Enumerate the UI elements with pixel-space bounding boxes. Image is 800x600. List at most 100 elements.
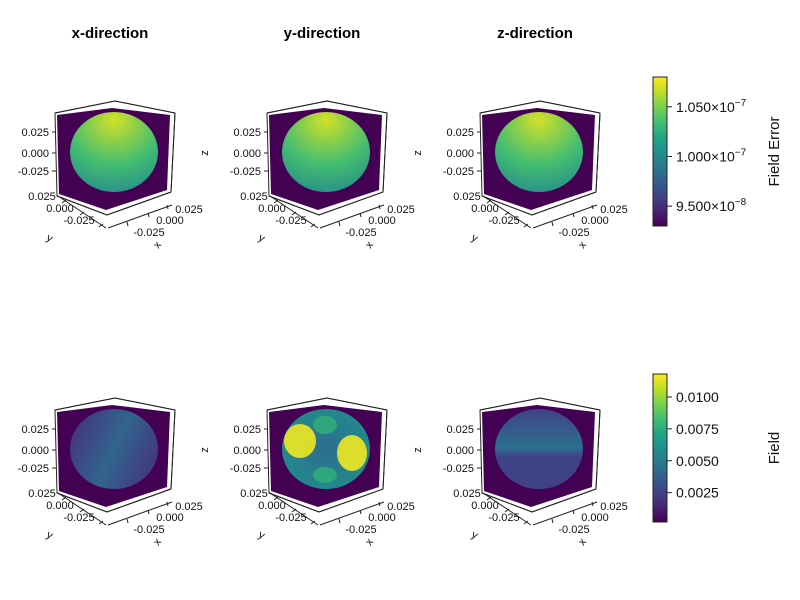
colorbar-tick-label: 9.500×10−8 xyxy=(676,197,747,214)
y-tick-label: 0.025 xyxy=(28,191,56,203)
y-axis-line xyxy=(269,195,319,229)
field-lobe-top xyxy=(313,416,337,434)
x-axis-line xyxy=(532,501,598,526)
x-tick-label: 0.000 xyxy=(156,215,184,227)
z-tick-label: 0.000 xyxy=(21,148,49,160)
y-axis-line xyxy=(482,492,532,526)
panel-grid: -0.0250.0000.025z-0.0250.0000.025y-0.025… xyxy=(18,100,628,548)
x-tick-mark xyxy=(572,509,575,515)
x-tick-label: 0.000 xyxy=(581,215,609,227)
x-tick-mark xyxy=(166,204,169,210)
y-tick-mark xyxy=(523,223,529,228)
y-tick-label: 0.000 xyxy=(258,500,286,512)
axis-box-top-edge xyxy=(479,397,601,411)
z-axis-label: z xyxy=(412,447,424,453)
x-tick-mark xyxy=(166,501,169,507)
field-lobe-right xyxy=(337,435,367,471)
y-tick-mark xyxy=(61,199,67,204)
y-axis-line xyxy=(269,492,319,526)
y-tick-mark xyxy=(310,520,316,525)
y-tick-label: 0.000 xyxy=(258,203,286,215)
colorbar-tick-label: 0.0025 xyxy=(676,485,719,501)
y-tick-label: 0.000 xyxy=(46,500,74,512)
y-axis-label: y xyxy=(256,232,267,245)
y-tick-mark xyxy=(79,211,85,216)
z-tick-label: 0.000 xyxy=(21,445,49,457)
z-tick-label: 0.025 xyxy=(21,424,49,436)
x-tick-label: 0.025 xyxy=(175,501,203,513)
y-axis-label: y xyxy=(44,529,55,542)
y-axis-label: y xyxy=(256,529,267,542)
colorbar-tick-label: 0.0050 xyxy=(676,453,719,469)
sphere-slice xyxy=(70,409,158,489)
colorbar-label: Field Error xyxy=(766,116,783,186)
x-axis-label: x xyxy=(363,536,376,548)
x-tick-label: 0.000 xyxy=(368,215,396,227)
axis-box-bottom-edge xyxy=(268,191,384,216)
z-tick-label: -0.025 xyxy=(443,463,474,475)
x-tick-mark xyxy=(126,221,129,227)
z-tick-label: -0.025 xyxy=(443,166,474,178)
x-axis-label: x xyxy=(363,239,376,251)
x-tick-label: 0.025 xyxy=(600,204,628,216)
sphere-slice xyxy=(495,409,583,489)
column-titles: x-direction y-direction z-direction xyxy=(72,25,573,42)
field-lobe-bottom xyxy=(313,467,337,483)
x-axis-label: x xyxy=(151,536,164,548)
z-tick-label: 0.025 xyxy=(233,127,261,139)
y-tick-label: -0.025 xyxy=(275,215,306,227)
y-tick-mark xyxy=(98,520,104,525)
y-tick-mark xyxy=(486,496,492,501)
axis-box-bottom-edge xyxy=(56,488,172,513)
y-tick-label: 0.000 xyxy=(471,500,499,512)
x-axis-line xyxy=(319,204,385,229)
panel-r0-x-direction: -0.0250.0000.025z-0.0250.0000.025y-0.025… xyxy=(18,100,203,251)
z-tick-label: 0.000 xyxy=(446,148,474,160)
sphere-slice xyxy=(495,112,583,192)
sphere-slice xyxy=(70,112,158,192)
axis-box-top-edge xyxy=(266,100,388,114)
z-axis-label: z xyxy=(199,150,211,156)
x-tick-label: -0.025 xyxy=(345,524,376,536)
x-tick-mark xyxy=(378,204,381,210)
z-tick-label: -0.025 xyxy=(230,463,261,475)
z-tick-label: -0.025 xyxy=(18,463,49,475)
x-tick-mark xyxy=(551,518,554,524)
y-tick-mark xyxy=(504,508,510,513)
y-tick-label: 0.025 xyxy=(28,488,56,500)
axis-box-top-edge xyxy=(54,397,176,411)
axis-box-bottom-edge xyxy=(481,191,597,216)
column-title-x: x-direction xyxy=(72,25,149,42)
x-axis-label: x xyxy=(576,536,589,548)
y-tick-label: 0.025 xyxy=(240,191,268,203)
x-tick-mark xyxy=(551,221,554,227)
y-tick-mark xyxy=(98,223,104,228)
y-tick-mark xyxy=(61,496,67,501)
z-tick-label: 0.025 xyxy=(446,424,474,436)
y-axis-label: y xyxy=(44,232,55,245)
y-axis-label: y xyxy=(469,232,480,245)
field-lobe-left xyxy=(284,424,316,458)
x-tick-label: -0.025 xyxy=(345,227,376,239)
sphere-slice xyxy=(282,112,370,192)
x-tick-mark xyxy=(359,509,362,515)
y-tick-mark xyxy=(273,199,279,204)
y-axis-line xyxy=(57,195,107,229)
x-tick-mark xyxy=(338,221,341,227)
axis-box-top-edge xyxy=(266,397,388,411)
colorbar-field-error: 9.500×10−8 1.000×10−7 1.050×10−7 Field Erro… xyxy=(652,76,783,227)
x-tick-label: 0.025 xyxy=(387,501,415,513)
colorbar-gradient xyxy=(652,373,668,523)
colorbar-tick-label: 1.050×10−7 xyxy=(676,98,747,115)
x-tick-label: 0.000 xyxy=(368,512,396,524)
colorbar-label: Field xyxy=(766,432,783,465)
x-axis-label: x xyxy=(151,239,164,251)
x-tick-mark xyxy=(591,204,594,210)
x-axis-line xyxy=(319,501,385,526)
axis-box-right-edge xyxy=(382,112,388,193)
x-tick-label: -0.025 xyxy=(558,524,589,536)
